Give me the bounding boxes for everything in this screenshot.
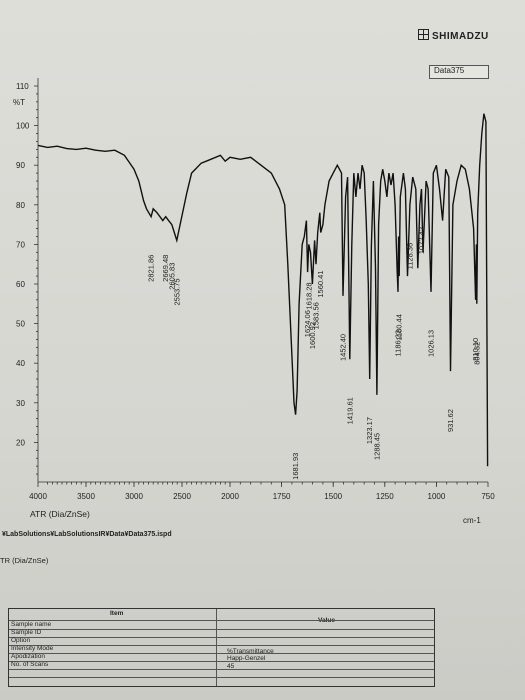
x-tick-label: 1750 bbox=[273, 492, 291, 501]
table-row-value: %Transmittance bbox=[227, 648, 274, 655]
peak-label: 1180.44 bbox=[395, 314, 404, 341]
peak-label: 1288.45 bbox=[372, 433, 381, 460]
y-tick-label: 60 bbox=[16, 280, 25, 289]
y-axis-label: %T bbox=[13, 98, 25, 107]
table-rule bbox=[9, 645, 434, 646]
peak-label: 1072.42 bbox=[417, 227, 426, 254]
peak-label: 1624.06 bbox=[303, 310, 312, 337]
peak-label: 1618.28 bbox=[304, 282, 313, 309]
x-tick-label: 1500 bbox=[324, 492, 342, 501]
x-tick-label: 1250 bbox=[376, 492, 394, 501]
info-table: Item Value Sample name Sample ID Option … bbox=[8, 608, 435, 687]
y-tick-label: 40 bbox=[16, 359, 25, 368]
shimadzu-logo-icon bbox=[418, 29, 429, 40]
peak-label: 1600.92 bbox=[308, 322, 317, 349]
peak-label: 931.62 bbox=[446, 409, 455, 432]
peak-label: 804.32 bbox=[472, 342, 481, 365]
spectrum-subtitle: TR (Dia/ZnSe) bbox=[0, 556, 49, 565]
y-tick-label: 30 bbox=[16, 399, 25, 408]
table-row-value: Happ-Genzel bbox=[227, 655, 266, 662]
table-rule bbox=[9, 653, 434, 654]
peak-label: 1128.36 bbox=[405, 243, 414, 270]
y-tick-label: 100 bbox=[16, 122, 30, 131]
item-column-header: Item bbox=[110, 610, 124, 617]
chart-axes bbox=[37, 78, 488, 483]
legend-label: Data375 bbox=[434, 66, 465, 75]
file-path: ¥LabSolutions¥LabSolutionsIR¥Data¥Data37… bbox=[2, 531, 172, 538]
y-tick-label: 90 bbox=[16, 161, 25, 170]
peak-label: 1452.40 bbox=[339, 334, 348, 361]
table-rule bbox=[9, 677, 434, 678]
table-row-value: 45 bbox=[227, 663, 235, 670]
peak-label: 1681.93 bbox=[291, 453, 300, 480]
x-tick-label: 1000 bbox=[428, 492, 446, 501]
table-row-label: Option bbox=[11, 637, 31, 644]
brand-name: SHIMADZU bbox=[432, 31, 489, 42]
x-tick-label: 3000 bbox=[125, 492, 143, 501]
y-tick-label: 70 bbox=[16, 240, 25, 249]
table-row-label: Intensity Mode bbox=[11, 645, 54, 652]
peak-label: 2821.86 bbox=[147, 255, 156, 282]
y-tick-label: 80 bbox=[16, 201, 25, 210]
peak-label: 2605.83 bbox=[167, 263, 176, 290]
peak-label: 1560.41 bbox=[316, 271, 325, 298]
y-tick-label: 50 bbox=[16, 320, 25, 329]
peak-label: 1026.13 bbox=[427, 330, 436, 357]
x-tick-label: 2000 bbox=[221, 492, 239, 501]
table-divider bbox=[216, 609, 217, 686]
table-rule bbox=[9, 629, 434, 630]
x-tick-label: 750 bbox=[481, 492, 495, 501]
peak-label: 2553.75 bbox=[172, 278, 181, 305]
table-rule bbox=[9, 637, 434, 638]
x-tick-label: 3500 bbox=[77, 492, 95, 501]
table-rule bbox=[9, 661, 434, 662]
spectrum-line bbox=[37, 113, 489, 467]
y-tick-label: 20 bbox=[16, 438, 25, 447]
peak-label: 1583.56 bbox=[312, 302, 321, 329]
peak-label: 2669.48 bbox=[161, 255, 170, 282]
peak-label: 1323.17 bbox=[365, 417, 374, 444]
brand-logo: SHIMADZU bbox=[418, 29, 489, 42]
table-row-label: No. of Scans bbox=[11, 661, 49, 668]
x-axis-unit-label: cm-1 bbox=[463, 516, 481, 525]
measurement-mode-label: ATR (Dia/ZnSe) bbox=[30, 509, 90, 519]
y-tick-label: 110 bbox=[16, 82, 29, 91]
peak-label: 1419.61 bbox=[345, 397, 354, 424]
peak-label: 1186.22 bbox=[394, 330, 403, 357]
x-axis-ticks: 4000 3500 3000 2500 2000 1750 1500 1250 1000 750 bbox=[29, 482, 495, 501]
x-tick-label: 2500 bbox=[173, 492, 191, 501]
table-row-label: Sample name bbox=[11, 621, 52, 628]
y-axis-ticks: 20 30 40 50 60 70 80 90 100 110 bbox=[16, 82, 38, 475]
table-row-label: Sample ID bbox=[11, 629, 42, 636]
table-rule bbox=[9, 669, 434, 670]
table-row-label: Apodization bbox=[11, 653, 45, 660]
table-rule bbox=[9, 620, 434, 621]
x-tick-label: 4000 bbox=[29, 492, 47, 501]
legend-box bbox=[429, 65, 489, 79]
peak-label: 810.10 bbox=[471, 338, 480, 361]
